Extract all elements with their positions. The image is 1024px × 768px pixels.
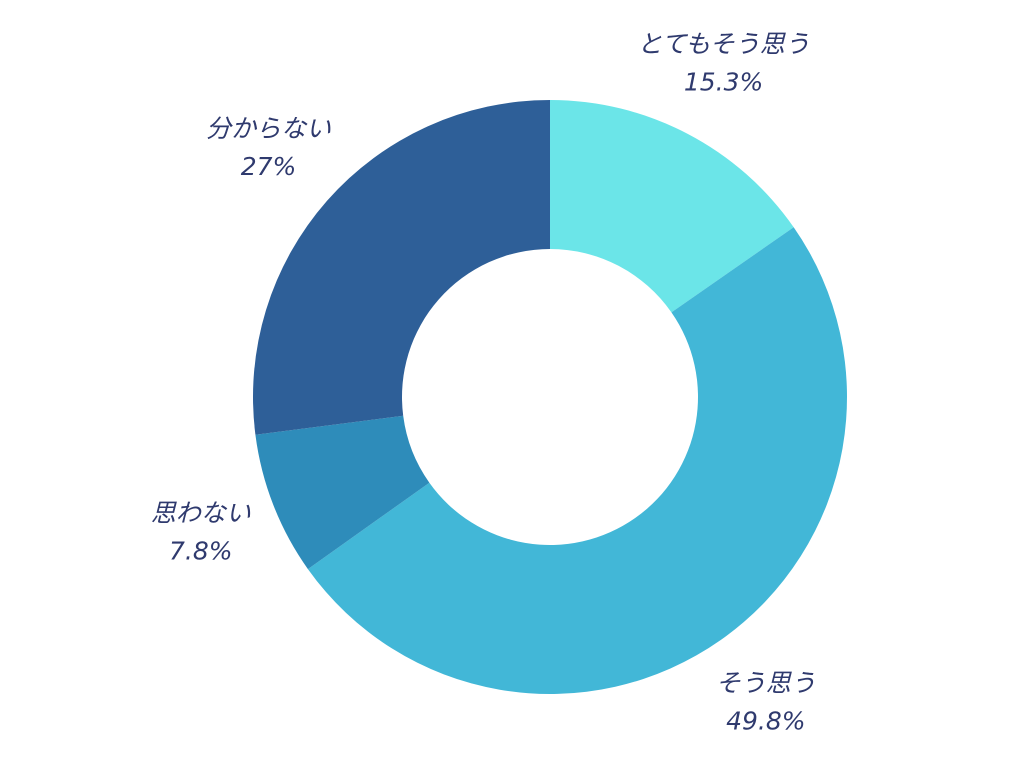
value-label: 15.3% xyxy=(684,68,763,97)
donut-slice xyxy=(307,227,847,694)
value-label: 7.8% xyxy=(169,537,233,566)
donut-slice xyxy=(252,100,550,435)
slice-label: 思わない xyxy=(151,499,251,528)
donut-slice xyxy=(550,100,794,313)
donut-slice xyxy=(255,415,430,570)
slice-label: そう思う xyxy=(716,669,816,698)
value-label: 27% xyxy=(241,152,297,181)
value-label: 49.8% xyxy=(726,707,805,736)
slice-label: とてもそう思う xyxy=(637,30,810,59)
slice-label: 分からない xyxy=(206,114,331,143)
